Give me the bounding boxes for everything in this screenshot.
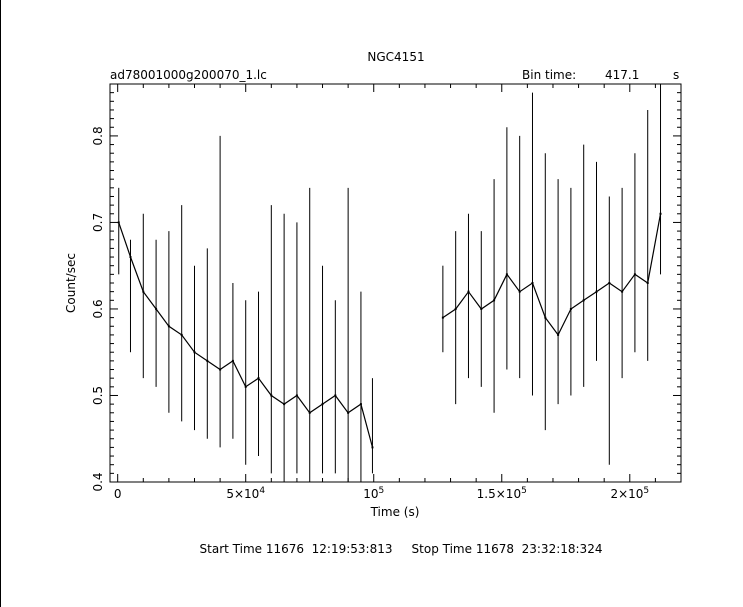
- y-tick-label: 0.7: [91, 213, 105, 232]
- data-point: [441, 316, 444, 319]
- y-tick-label: 0.6: [91, 299, 105, 318]
- data-point: [659, 212, 662, 215]
- x-tick-label: 105: [363, 486, 384, 501]
- y-tick-label: 0.4: [91, 472, 105, 491]
- left-border-line: [0, 0, 1, 607]
- x-tick-label: 0: [114, 487, 122, 501]
- data-layer: [117, 84, 662, 482]
- start-stop-time-footer: Start Time 11676 12:19:53:813 Stop Time …: [200, 542, 603, 556]
- bin-time-unit: s: [673, 68, 679, 82]
- series-line-segment-2: [442, 213, 662, 337]
- y-tick-label: 0.8: [91, 126, 105, 145]
- ticks-layer: 0 5×104 105 1.5×105 2×105 0.4 0.5 0.6 0.7 0.8: [91, 84, 681, 501]
- plot-frame: [109, 83, 682, 483]
- x-tick-label: 5×104: [226, 486, 265, 501]
- chart-title: NGC4151: [367, 50, 424, 64]
- bin-time-label: Bin time:: [522, 68, 576, 82]
- x-axis-label: Time (s): [370, 505, 420, 519]
- y-tick-label: 0.5: [91, 386, 105, 405]
- x-tick-label: 2×105: [610, 486, 649, 501]
- bin-time-value: 417.1: [605, 68, 639, 82]
- y-axis-label: Count/sec: [64, 253, 78, 313]
- series-line-segment-1: [118, 222, 374, 448]
- x-tick-label: 1.5×105: [477, 486, 527, 501]
- source-file-label: ad78001000g200070_1.lc: [110, 68, 267, 82]
